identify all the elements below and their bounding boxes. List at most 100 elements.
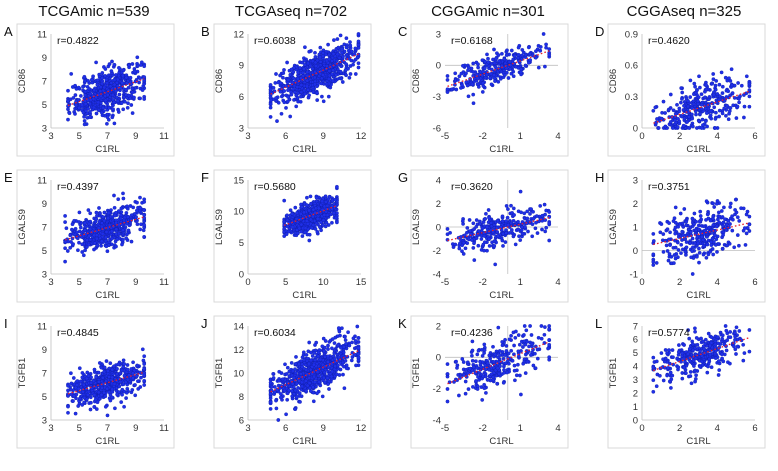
- data-point: [697, 74, 701, 79]
- data-point: [711, 72, 716, 76]
- r-value-label: r=0.4845: [57, 327, 99, 339]
- data-point: [292, 98, 296, 102]
- column-title-tcgaseq: TCGAseq n=702: [235, 3, 347, 20]
- data-point: [119, 400, 124, 404]
- data-point: [285, 397, 290, 402]
- data-point: [328, 212, 333, 217]
- data-point: [715, 224, 719, 229]
- data-point: [484, 72, 489, 77]
- data-point: [543, 64, 547, 69]
- data-point: [71, 399, 75, 403]
- data-point: [268, 102, 273, 106]
- data-point: [737, 219, 742, 223]
- data-point: [705, 234, 709, 239]
- data-point: [285, 365, 290, 370]
- data-point: [114, 232, 119, 237]
- data-point: [82, 74, 87, 79]
- data-point: [711, 92, 716, 97]
- data-point: [498, 76, 503, 81]
- data-point: [100, 375, 105, 380]
- data-point: [336, 45, 341, 50]
- y-tick-label: 11: [37, 321, 47, 332]
- data-point: [342, 42, 347, 47]
- data-point: [284, 372, 289, 376]
- data-point: [324, 81, 329, 86]
- data-point: [471, 221, 476, 226]
- y-tick-label: 0.9: [625, 29, 638, 40]
- data-point: [82, 119, 87, 123]
- data-point: [713, 87, 718, 92]
- data-point: [109, 81, 114, 85]
- data-point: [66, 117, 70, 122]
- y-tick-label: 7: [42, 76, 47, 87]
- data-point: [88, 237, 93, 242]
- data-point: [142, 75, 147, 79]
- data-point: [747, 104, 752, 109]
- x-axis-label: C1RL: [489, 144, 513, 155]
- data-point: [530, 234, 535, 239]
- x-tick-label: 5: [77, 423, 82, 434]
- data-point: [714, 201, 719, 206]
- data-point: [356, 336, 361, 340]
- y-tick-label: 7: [42, 368, 47, 379]
- data-point: [103, 98, 108, 103]
- data-point: [728, 201, 733, 206]
- data-point: [292, 90, 297, 95]
- data-point: [457, 74, 462, 79]
- data-point: [97, 206, 101, 210]
- data-point: [720, 215, 725, 219]
- data-point: [324, 220, 329, 225]
- data-point: [110, 115, 115, 120]
- data-point: [95, 214, 99, 218]
- data-point: [698, 209, 703, 214]
- data-point: [508, 67, 512, 71]
- data-point: [104, 359, 109, 363]
- data-point: [304, 203, 309, 207]
- data-point: [547, 221, 552, 226]
- x-axis-label: C1RL: [95, 144, 119, 155]
- data-point: [268, 83, 273, 87]
- data-point: [312, 75, 317, 80]
- data-point: [690, 116, 695, 121]
- data-point: [142, 366, 147, 371]
- data-point: [520, 231, 525, 236]
- data-point: [69, 240, 73, 244]
- data-point: [114, 244, 118, 249]
- data-point: [698, 112, 702, 116]
- data-point: [121, 358, 126, 363]
- data-point: [327, 57, 332, 62]
- data-point: [294, 355, 298, 359]
- data-point: [66, 107, 70, 112]
- data-point: [340, 50, 344, 55]
- data-point: [322, 213, 327, 217]
- data-point: [675, 125, 680, 129]
- data-point: [678, 211, 683, 216]
- data-point: [66, 383, 70, 388]
- data-point: [82, 122, 87, 127]
- data-point: [307, 93, 311, 98]
- data-point: [305, 78, 310, 83]
- data-point: [83, 93, 88, 97]
- data-point: [735, 233, 740, 237]
- data-point: [337, 55, 342, 60]
- data-point: [713, 83, 718, 88]
- data-point: [488, 76, 492, 80]
- data-point: [112, 100, 117, 105]
- data-point: [686, 99, 690, 103]
- data-point: [99, 239, 104, 244]
- data-point: [96, 108, 101, 113]
- y-axis-label: CD86: [411, 69, 422, 93]
- data-point: [273, 81, 278, 85]
- data-point: [121, 228, 125, 232]
- data-point: [314, 64, 318, 68]
- x-tick-label: 10: [318, 277, 329, 288]
- data-point: [108, 398, 113, 403]
- data-point: [120, 81, 125, 85]
- data-point: [516, 227, 521, 232]
- data-point: [471, 246, 476, 250]
- data-point: [124, 211, 129, 215]
- data-point: [343, 68, 348, 72]
- data-point: [291, 76, 296, 81]
- data-point: [518, 189, 523, 194]
